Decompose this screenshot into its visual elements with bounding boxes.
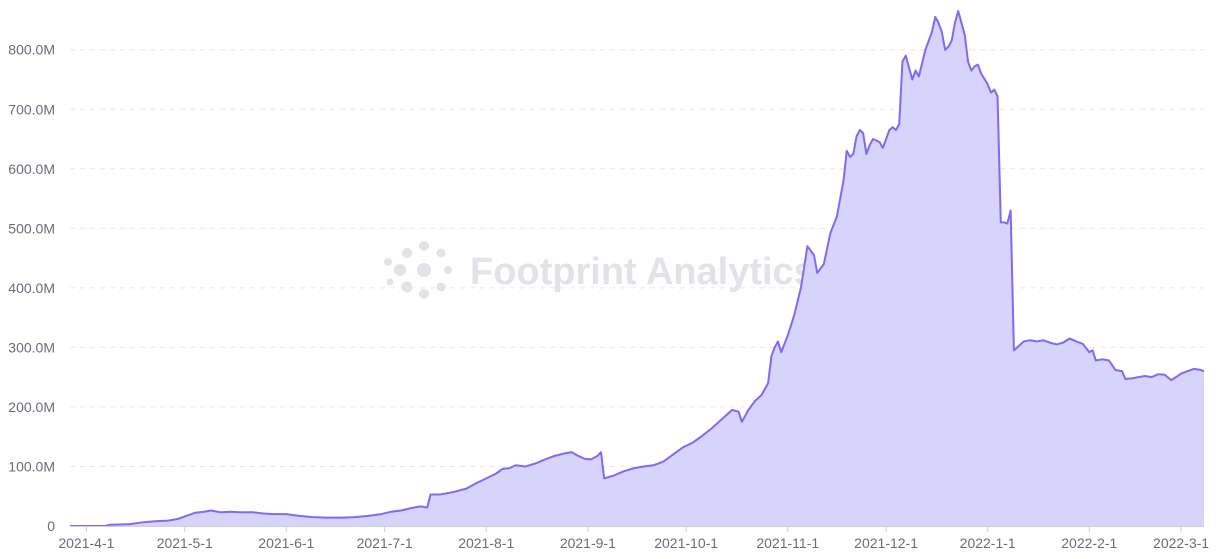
x-tick-label: 2021-6-1 bbox=[258, 535, 314, 551]
x-tick-label: 2022-3-1 bbox=[1153, 535, 1209, 551]
y-tick-label: 400.0M bbox=[8, 280, 55, 296]
watermark: Footprint Analytics bbox=[384, 241, 815, 299]
y-tick-label: 100.0M bbox=[8, 458, 55, 474]
y-tick-label: 700.0M bbox=[8, 101, 55, 117]
x-tick-label: 2022-2-1 bbox=[1061, 535, 1117, 551]
x-tick-label: 2021-5-1 bbox=[157, 535, 213, 551]
x-tick-label: 2021-4-1 bbox=[58, 535, 114, 551]
x-tick-label: 2021-11-1 bbox=[756, 535, 819, 551]
y-tick-label: 0 bbox=[47, 518, 55, 534]
axes: 0 100.0M 200.0M 300.0M 400.0M 500.0M 600.0M 700… bbox=[8, 42, 1209, 551]
x-tick-label: 2021-7-1 bbox=[357, 535, 413, 551]
y-tick-label: 800.0M bbox=[8, 42, 55, 58]
x-tick-label: 2022-1-1 bbox=[960, 535, 1016, 551]
footprint-logo-icon bbox=[384, 241, 452, 299]
y-tick-label: 200.0M bbox=[8, 399, 55, 415]
y-tick-label: 300.0M bbox=[8, 339, 55, 355]
y-tick-label: 600.0M bbox=[8, 161, 55, 177]
y-tick-label: 500.0M bbox=[8, 220, 55, 236]
area-fill bbox=[70, 11, 1204, 526]
area-series bbox=[70, 10, 1205, 527]
watermark-text: Footprint Analytics bbox=[470, 251, 815, 293]
x-tick-label: 2021-12-1 bbox=[854, 535, 918, 551]
x-tick-label: 2021-10-1 bbox=[654, 535, 718, 551]
x-tick-label: 2021-9-1 bbox=[560, 535, 616, 551]
x-tick-label: 2021-8-1 bbox=[458, 535, 514, 551]
series-line bbox=[70, 10, 1205, 527]
